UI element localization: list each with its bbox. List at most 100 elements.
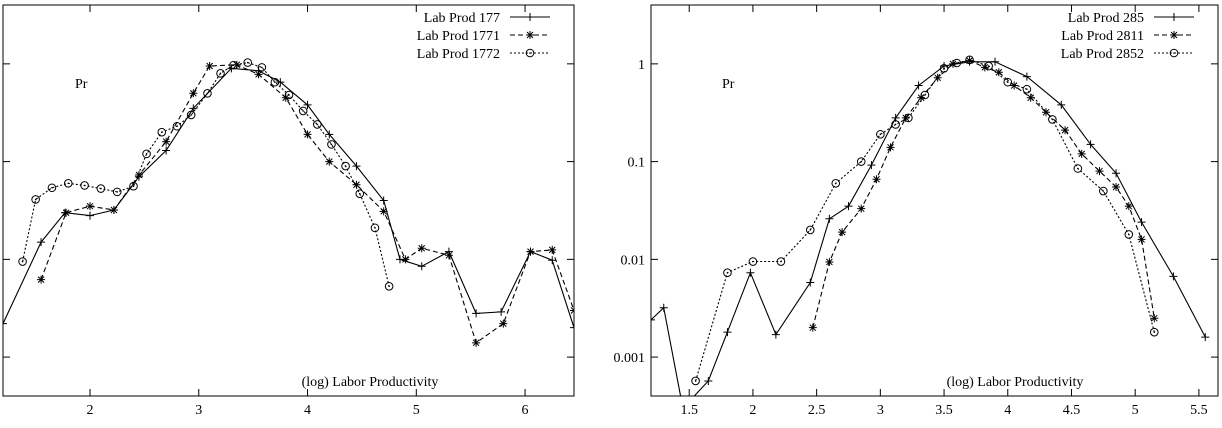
marker-dot — [924, 94, 926, 96]
marker-dot — [51, 186, 53, 189]
data-point — [965, 55, 974, 65]
x-axis-label: (log) Labor Productivity — [302, 375, 439, 390]
marker-ring — [31, 195, 40, 204]
data-point — [379, 196, 388, 205]
x-tick-label: 1.5 — [680, 403, 698, 418]
marker-dot — [1026, 88, 1028, 91]
marker-ring — [831, 178, 841, 188]
data-point — [257, 63, 267, 72]
marker-dot — [955, 62, 958, 64]
x-tick-label: 2 — [749, 403, 756, 418]
plot-area — [651, 55, 1210, 396]
marker-dot — [132, 185, 135, 188]
marker-dot — [330, 143, 333, 146]
marker-ring — [891, 120, 900, 129]
data-point — [825, 214, 834, 223]
data-point — [270, 77, 280, 87]
y-tick-label: 0.01 — [621, 253, 646, 268]
data-point — [86, 211, 95, 220]
chart-panel-2: 0.001 0.01 0.1 1 1.5 2 2.5 3 3.5 4 4.5 5 5.5 Pr (log) … — [614, 4, 1219, 418]
data-point — [867, 161, 876, 170]
marker-ring — [129, 181, 138, 191]
marker-ring — [63, 178, 73, 188]
marker-dot — [1051, 118, 1054, 121]
data-point — [1026, 93, 1035, 102]
data-point — [254, 70, 263, 79]
data-point — [570, 323, 574, 332]
marker-dot — [809, 229, 812, 231]
data-point — [47, 183, 57, 193]
marker-dot — [1153, 331, 1156, 333]
data-point — [548, 256, 557, 265]
data-point — [499, 319, 508, 328]
data-point — [1124, 230, 1134, 239]
data-point — [1073, 164, 1083, 173]
marker-dot — [145, 153, 148, 155]
marker-ring — [112, 187, 122, 197]
data-point — [806, 278, 815, 287]
marker-ring — [142, 149, 151, 159]
marker-ring — [216, 69, 225, 78]
legend-swatch-marker — [1170, 13, 1178, 21]
data-point — [352, 180, 361, 189]
data-point — [1022, 84, 1032, 94]
data-point — [352, 162, 361, 171]
legend-swatch-marker — [526, 13, 534, 21]
plot-frame — [2, 4, 575, 397]
data-point — [1057, 100, 1066, 109]
data-point — [746, 268, 755, 277]
marker-ring — [904, 113, 913, 123]
legend-label: Lab Prod 285 — [1068, 11, 1144, 26]
data-point — [80, 181, 89, 190]
series-line — [812, 60, 1155, 328]
data-point — [1150, 314, 1159, 323]
marker-dot — [726, 271, 729, 274]
data-point — [723, 328, 732, 337]
series-3 — [18, 58, 394, 291]
data-point — [444, 251, 453, 260]
marker-dot — [100, 187, 102, 190]
marker-dot — [316, 123, 319, 126]
data-point — [189, 104, 198, 113]
data-point — [186, 110, 196, 120]
legend-label: Lab Prod 2811 — [1061, 29, 1144, 44]
marker-ring — [1099, 186, 1108, 196]
marker-ring — [270, 77, 280, 87]
marker-dot — [190, 114, 192, 116]
series-1 — [651, 57, 1210, 396]
marker-ring — [1003, 77, 1013, 87]
marker-ring — [984, 61, 993, 71]
marker-ring — [243, 58, 253, 67]
data-point — [31, 195, 40, 204]
data-point — [876, 130, 885, 139]
data-point — [1022, 72, 1031, 81]
data-point — [1077, 149, 1086, 158]
x-tick-label: 5 — [1132, 403, 1139, 418]
data-point — [96, 184, 106, 193]
data-point — [1099, 186, 1108, 196]
marker-ring — [257, 63, 267, 72]
series-line — [651, 61, 1206, 396]
marker-dot — [1006, 81, 1009, 83]
data-point — [1061, 126, 1070, 135]
data-point — [472, 338, 481, 347]
marker-dot — [116, 191, 118, 193]
marker-ring — [723, 268, 732, 278]
legend-label: Lab Prod 177 — [424, 11, 500, 26]
marker-dot — [160, 131, 163, 133]
data-point — [805, 225, 815, 235]
marker-ring — [384, 282, 394, 291]
data-point — [229, 60, 238, 70]
data-point — [112, 187, 122, 197]
legend-label: Lab Prod 1771 — [417, 29, 500, 44]
data-point — [570, 306, 574, 315]
data-point — [472, 309, 481, 318]
marker-dot — [860, 160, 863, 163]
x-tick-label: 6 — [522, 403, 529, 418]
marker-ring — [691, 376, 700, 386]
data-point — [157, 127, 167, 137]
data-point — [172, 121, 182, 131]
data-point — [914, 81, 923, 90]
data-point — [298, 106, 308, 116]
